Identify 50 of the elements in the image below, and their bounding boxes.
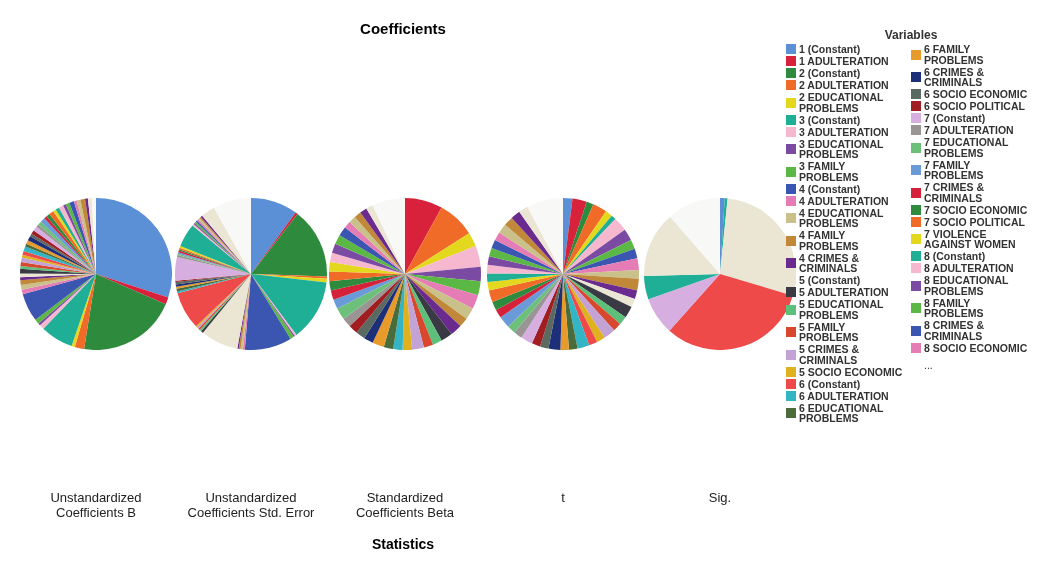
legend-label: 1 ADULTERATION: [799, 55, 890, 67]
legend-label: 7 FAMILY PROBLEMS: [924, 158, 985, 181]
slice-label: Unstandardized Coefficients B: [49, 490, 143, 520]
legend-label: 8 FAMILY PROBLEMS: [924, 296, 985, 319]
text: ...: [923, 359, 934, 371]
legend-label: 6 SOCIO POLITICAL: [924, 100, 1026, 112]
legend-label: 4 FAMILY PROBLEMS: [799, 229, 860, 252]
legend-label: 8 SOCIO ECONOMIC: [924, 341, 1029, 354]
legend-label: 2 EDUCATIONAL PROBLEMS: [799, 91, 885, 114]
legend-label: 6 SOCIO ECONOMIC: [924, 88, 1029, 100]
legend-label: 7 (Constant): [924, 112, 987, 124]
legend-label: 6 EDUCATIONAL PROBLEMS: [799, 401, 885, 424]
legend-label: 8 EDUCATIONAL PROBLEMS: [924, 274, 1010, 297]
legend-label: 2 ADULTERATION: [799, 79, 890, 91]
legend-label: 8 ADULTERATION: [924, 262, 1015, 274]
slice-label: Standardized Coefficients Beta: [354, 490, 455, 520]
slice-label: t: [560, 490, 566, 505]
legend-label: 7 EDUCATIONAL PROBLEMS: [924, 136, 1010, 159]
legend-label: 4 ADULTERATION: [799, 194, 890, 207]
legend-label: 3 FAMILY PROBLEMS: [799, 160, 860, 183]
legend-label: 5 CRIMES & CRIMINALS: [799, 343, 861, 366]
legend-label: 1 (Constant): [799, 43, 862, 55]
legend-label: 6 CRIMES & CRIMINALS: [924, 65, 986, 88]
slice-label: Sig.: [707, 490, 733, 505]
slice-label: Unstandardized Coefficients Std. Error: [186, 490, 316, 520]
legend-label: 6 FAMILY PROBLEMS: [924, 43, 985, 66]
legend-label: 3 EDUCATIONAL PROBLEMS: [799, 137, 885, 160]
chart-title: Coefficients: [359, 20, 447, 37]
legend-label: 3 (Constant): [799, 113, 862, 126]
legend-label: 8 (Constant): [924, 250, 987, 262]
legend-label: 7 VIOLENCE AGAINST WOMEN: [924, 227, 1017, 250]
legend-label: 7 SOCIO POLITICAL: [924, 215, 1026, 228]
legend-label: 4 (Constant): [799, 182, 862, 195]
legend-label: 7 SOCIO ECONOMIC: [924, 203, 1029, 216]
legend-label: 4 EDUCATIONAL PROBLEMS: [799, 206, 885, 229]
legend-label: 7 ADULTERATION: [924, 124, 1015, 136]
legend-label: 5 EDUCATIONAL PROBLEMS: [799, 298, 885, 321]
legend-label: 5 ADULTERATION: [799, 286, 890, 298]
text: Statistics: [370, 536, 436, 552]
legend-label: 6 (Constant): [799, 377, 862, 390]
legend-label: 4 CRIMES & CRIMINALS: [799, 251, 861, 274]
legend-label: 5 FAMILY PROBLEMS: [799, 320, 860, 343]
legend-label: 7 CRIMES & CRIMINALS: [924, 181, 986, 204]
legend-title: Variables: [883, 28, 939, 42]
legend-label: 2 (Constant): [799, 67, 862, 79]
legend-label: 5 (Constant): [799, 274, 862, 286]
legend-label: 6 ADULTERATION: [799, 389, 890, 402]
legend-label: 8 CRIMES & CRIMINALS: [924, 319, 986, 342]
legend-label: 5 SOCIO ECONOMIC: [799, 365, 904, 378]
legend-label: 3 ADULTERATION: [799, 125, 890, 138]
